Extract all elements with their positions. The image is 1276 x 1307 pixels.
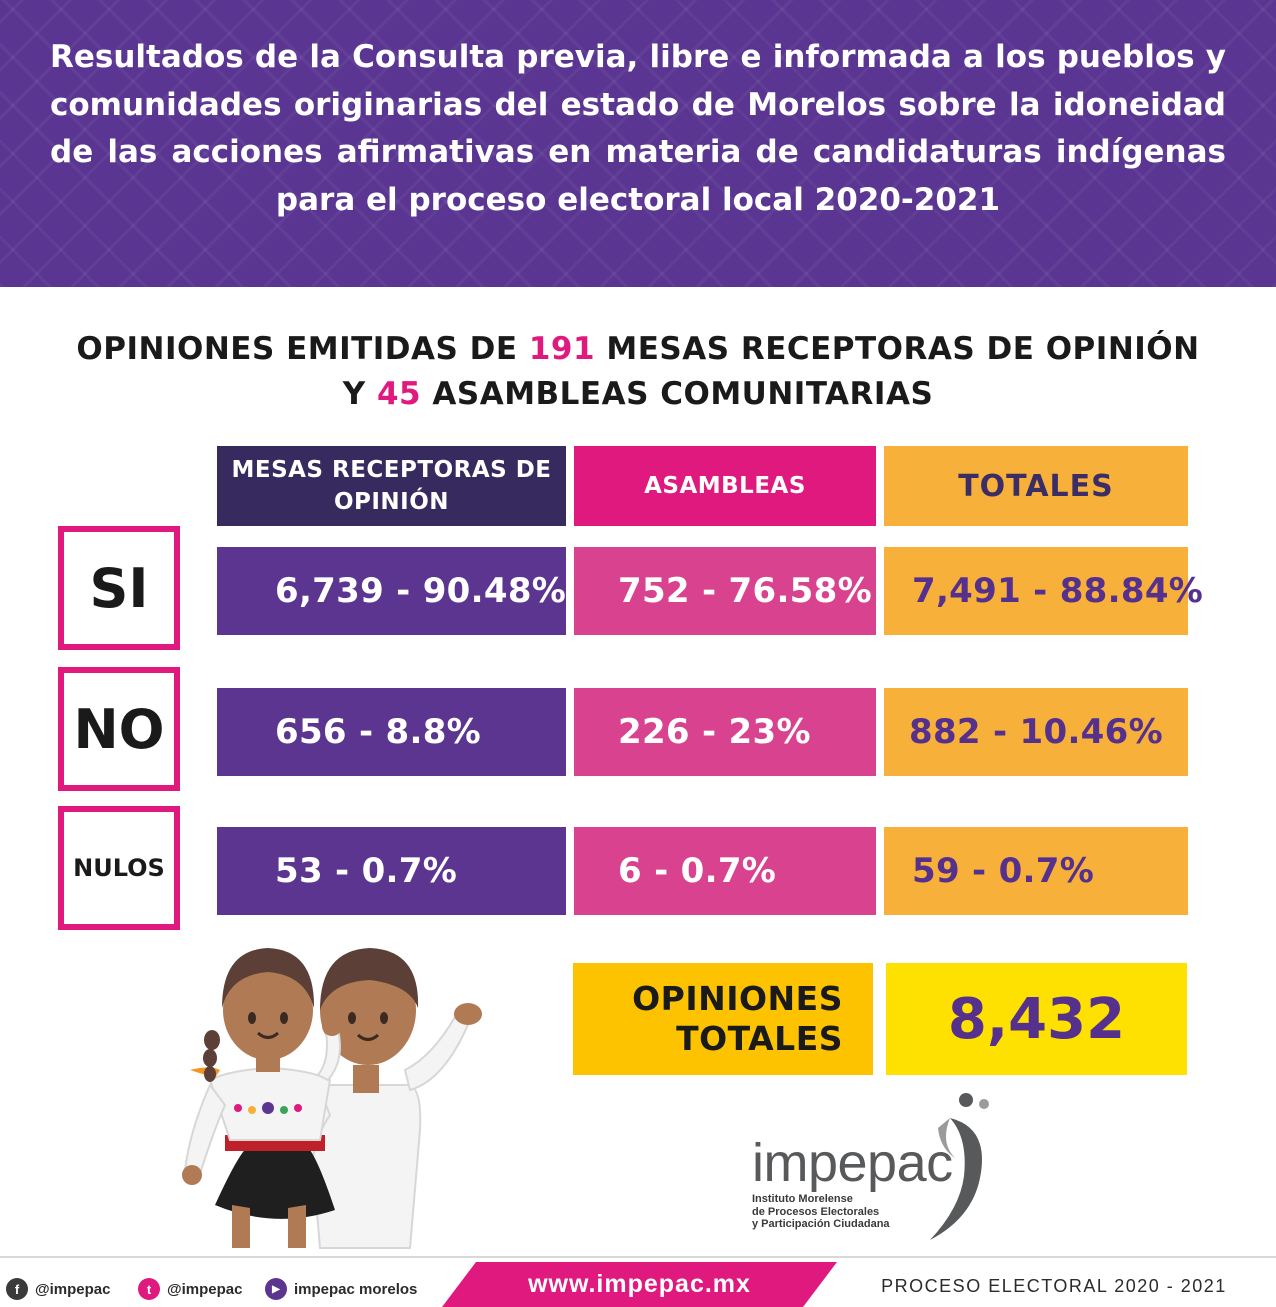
boy-figure — [284, 948, 482, 1249]
column-header-asambleas: ASAMBLEAS — [574, 446, 876, 526]
logo-line-1: Instituto Morelense — [752, 1193, 853, 1205]
column-header-totales: TOTALES — [884, 446, 1188, 526]
row-label-si: SI — [58, 526, 180, 650]
logo-line-2: de Procesos Electorales — [752, 1205, 880, 1218]
mesas-count: 191 — [528, 331, 596, 367]
cell-nulos-mesas: 53 - 0.7% — [217, 827, 566, 915]
facebook-icon: f — [6, 1278, 28, 1300]
column-header-mesas: MESAS RECEPTORAS DE OPINIÓN — [217, 446, 566, 526]
row-label-no: NO — [58, 667, 180, 791]
cell-nulos-totales: 59 - 0.7% — [884, 827, 1188, 915]
logo-name: impepac — [752, 1133, 953, 1193]
website-band — [442, 1262, 837, 1307]
twitter-icon: t — [138, 1278, 160, 1300]
cell-no-asambleas: 226 - 23% — [574, 688, 876, 776]
footer-youtube[interactable]: ▶ impepac morelos — [265, 1278, 417, 1300]
footer-divider — [0, 1256, 1276, 1258]
process-label: PROCESO ELECTORAL 2020 - 2021 — [881, 1276, 1227, 1296]
total-label-line2: TOTALES — [676, 1019, 843, 1058]
website-link[interactable]: www.impepac.mx — [528, 1270, 751, 1298]
row-label-nulos: NULOS — [58, 806, 180, 930]
cell-no-totales: 882 - 10.46% — [884, 688, 1188, 776]
logo-line-3: y Participación Ciudadana — [752, 1218, 890, 1230]
asambleas-count: 45 — [376, 376, 422, 412]
cell-nulos-asambleas: 6 - 0.7% — [574, 827, 876, 915]
children-illustration — [182, 948, 482, 1249]
cell-si-totales: 7,491 - 88.84% — [884, 547, 1203, 635]
cell-si-asambleas: 752 - 76.58% — [574, 547, 876, 635]
impepac-logo-mark — [930, 1093, 989, 1240]
subtitle-text-3: ASAMBLEAS COMUNITARIAS — [421, 376, 934, 412]
total-opinions-value: 8,432 — [886, 963, 1187, 1075]
cell-si-mesas: 6,739 - 90.48% — [217, 547, 566, 635]
total-opinions-label: OPINIONES TOTALES — [573, 963, 873, 1075]
total-label-line1: OPINIONES — [632, 979, 843, 1018]
section-subtitle: OPINIONES EMITIDAS DE 191 MESAS RECEPTOR… — [60, 327, 1216, 417]
footer-facebook[interactable]: f @impepac — [6, 1278, 110, 1300]
subtitle-text-2: MESAS RECEPTORAS DE OPINIÓN Y — [342, 331, 1200, 412]
footer-twitter[interactable]: t @impepac — [138, 1278, 242, 1300]
subtitle-text-1: OPINIONES EMITIDAS DE — [76, 331, 529, 367]
youtube-handle: impepac morelos — [294, 1280, 418, 1298]
girl-figure — [182, 948, 342, 1248]
page-title: Resultados de la Consulta previa, libre … — [50, 39, 1226, 218]
facebook-handle: @impepac — [35, 1280, 111, 1298]
logo-subtitle: Instituto Morelense de Procesos Electora… — [752, 1193, 932, 1231]
cell-no-mesas: 656 - 8.8% — [217, 688, 566, 776]
youtube-icon: ▶ — [265, 1278, 287, 1300]
header-banner: Resultados de la Consulta previa, libre … — [0, 0, 1276, 287]
twitter-handle: @impepac — [167, 1280, 243, 1298]
